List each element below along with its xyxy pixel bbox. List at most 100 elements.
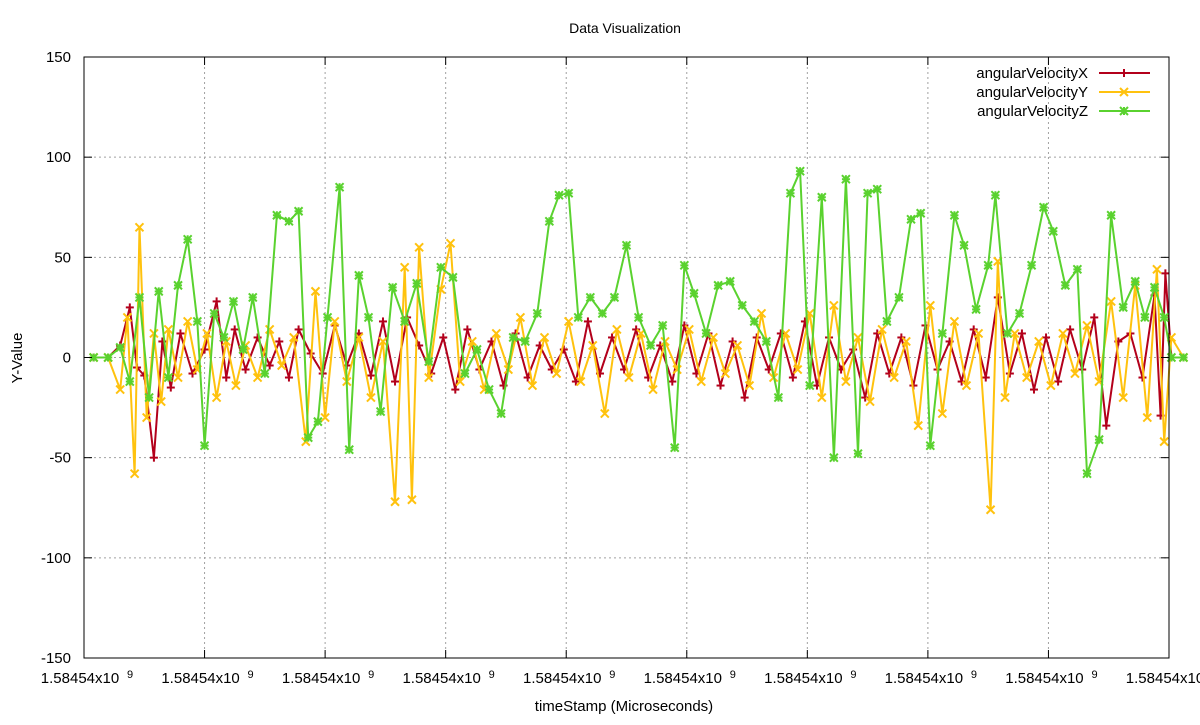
x-tick-label: 1.58454x10: [1005, 670, 1083, 687]
data-point: [366, 371, 375, 380]
data-point: [829, 300, 839, 311]
data-point: [293, 206, 304, 216]
data-point: [761, 336, 772, 347]
data-point: [125, 376, 135, 387]
x-tick-exponent: 9: [127, 669, 133, 681]
series-line: [93, 226, 1185, 511]
series-line: [93, 170, 1184, 475]
legend: angularVelocityX angularVelocityY angularV…: [976, 65, 1150, 120]
data-point: [817, 192, 827, 202]
data-point: [209, 308, 219, 319]
data-point: [805, 380, 815, 391]
data-point: [668, 377, 677, 386]
tick-layer: -150 -100 -50 0 50 100 150 1.58454x10 9 1.58454x1…: [41, 49, 1200, 687]
data-point: [436, 262, 446, 273]
data-point: [648, 384, 658, 395]
grid: [84, 57, 1169, 658]
data-point: [539, 332, 550, 343]
data-point: [407, 495, 417, 505]
x-tick-exponent: 9: [248, 669, 254, 681]
series-layer: [88, 166, 1189, 515]
data-point: [1161, 269, 1170, 278]
data-point: [937, 408, 948, 419]
data-point: [322, 312, 333, 323]
data-point: [1106, 296, 1116, 307]
y-axis-label: Y-Value: [9, 333, 26, 384]
data-point: [973, 328, 984, 339]
data-point: [154, 286, 164, 297]
data-point: [230, 325, 239, 334]
data-point: [354, 270, 364, 281]
data-point: [467, 336, 477, 347]
data-point: [1002, 328, 1013, 339]
data-point: [913, 420, 923, 431]
data-point: [1118, 302, 1128, 313]
data-point: [817, 392, 827, 403]
data-point: [1142, 412, 1153, 423]
data-point: [134, 292, 145, 303]
data-point: [320, 412, 330, 423]
data-point: [1094, 434, 1104, 445]
data-point: [445, 238, 456, 249]
x-tick-label: 1.58454x10: [764, 670, 842, 687]
data-point: [969, 325, 978, 334]
plot-frame: [83, 56, 1170, 659]
data-point: [412, 278, 422, 289]
data-point: [199, 440, 210, 451]
data-point: [375, 406, 386, 417]
data-point: [366, 392, 376, 403]
data-point: [144, 392, 154, 403]
data-point: [716, 381, 725, 390]
data-point: [1066, 325, 1075, 334]
data-point: [657, 320, 668, 331]
x-axis-label: timeStamp (Microseconds): [535, 698, 713, 715]
legend-label: angularVelocityY: [976, 84, 1088, 101]
data-point: [122, 312, 133, 323]
x-tick-exponent: 9: [850, 669, 856, 681]
data-point: [740, 393, 749, 402]
data-point: [885, 369, 894, 378]
data-point: [484, 384, 494, 395]
data-point: [173, 372, 183, 383]
data-point: [1038, 202, 1049, 212]
data-point: [173, 280, 183, 291]
data-point: [608, 333, 617, 342]
data-point: [990, 190, 1001, 200]
data-point: [612, 324, 622, 335]
data-point: [720, 368, 731, 379]
data-point: [621, 240, 632, 251]
data-point: [728, 337, 737, 346]
data-point: [889, 372, 899, 383]
data-point: [115, 342, 125, 353]
data-point: [141, 412, 152, 423]
data-point: [585, 292, 596, 303]
data-point: [701, 328, 711, 339]
data-point: [670, 442, 680, 453]
data-point: [439, 333, 448, 342]
data-point: [520, 336, 530, 347]
data-point: [313, 416, 323, 427]
data-point: [862, 188, 873, 198]
data-point: [1046, 380, 1056, 391]
data-point: [961, 380, 972, 391]
data-point: [915, 208, 926, 218]
data-point: [1026, 260, 1037, 271]
data-point: [238, 344, 248, 355]
y-tick-label: 150: [46, 49, 71, 66]
data-point: [853, 332, 863, 343]
data-point: [248, 292, 258, 303]
data-point: [925, 300, 936, 311]
data-point: [959, 240, 969, 251]
data-point: [551, 368, 562, 379]
data-point: [737, 300, 747, 311]
legend-label: angularVelocityZ: [977, 103, 1088, 120]
data-point: [211, 392, 222, 403]
data-point: [163, 372, 174, 383]
data-point: [303, 432, 313, 443]
data-point: [455, 376, 465, 387]
data-point: [527, 380, 538, 391]
data-point: [732, 340, 743, 351]
data-point: [841, 174, 851, 184]
data-point: [957, 377, 966, 386]
